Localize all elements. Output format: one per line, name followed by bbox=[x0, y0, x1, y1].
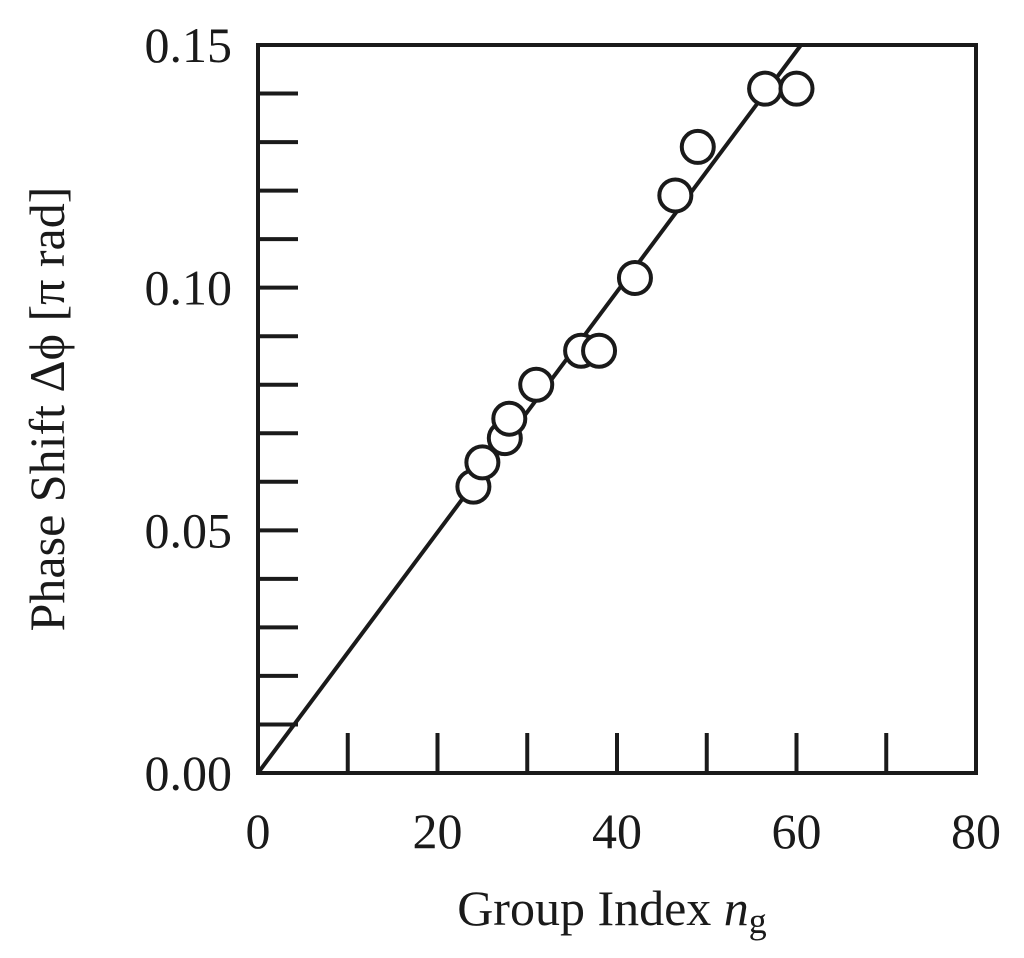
tick-marks bbox=[258, 91, 889, 773]
x-axis-title-sub: g bbox=[749, 901, 767, 941]
data-point bbox=[464, 444, 501, 481]
data-point bbox=[747, 70, 784, 107]
data-point bbox=[679, 128, 716, 165]
data-point bbox=[581, 332, 618, 369]
x-tick-label: 60 bbox=[772, 803, 822, 859]
data-point bbox=[616, 259, 653, 296]
fit-line bbox=[256, 43, 803, 775]
x-axis-title-var: n bbox=[724, 880, 749, 936]
data-point bbox=[491, 400, 528, 437]
y-tick-label: 0.10 bbox=[145, 260, 233, 316]
data-points bbox=[455, 70, 815, 505]
y-tick-label: 0.15 bbox=[145, 17, 233, 73]
x-tick-label: 0 bbox=[246, 803, 271, 859]
x-tick-label: 40 bbox=[592, 803, 642, 859]
y-tick-label: 0.05 bbox=[145, 502, 233, 558]
x-tick-label: 20 bbox=[413, 803, 463, 859]
y-tick-label: 0.00 bbox=[145, 745, 233, 801]
x-axis-title: Group Index ng bbox=[457, 880, 767, 941]
x-tick-label: 80 bbox=[951, 803, 1001, 859]
y-axis-title: Phase Shift Δϕ [π rad] bbox=[19, 187, 75, 632]
plot-frame bbox=[256, 43, 978, 775]
tick-labels: 0 20 40 60 80 0.00 0.05 0.10 0.15 bbox=[145, 17, 1002, 859]
data-point bbox=[657, 177, 694, 214]
data-point bbox=[518, 366, 555, 403]
x-axis-title-text: Group Index bbox=[457, 880, 724, 936]
data-point bbox=[778, 70, 815, 107]
fit-line-group bbox=[256, 43, 803, 775]
